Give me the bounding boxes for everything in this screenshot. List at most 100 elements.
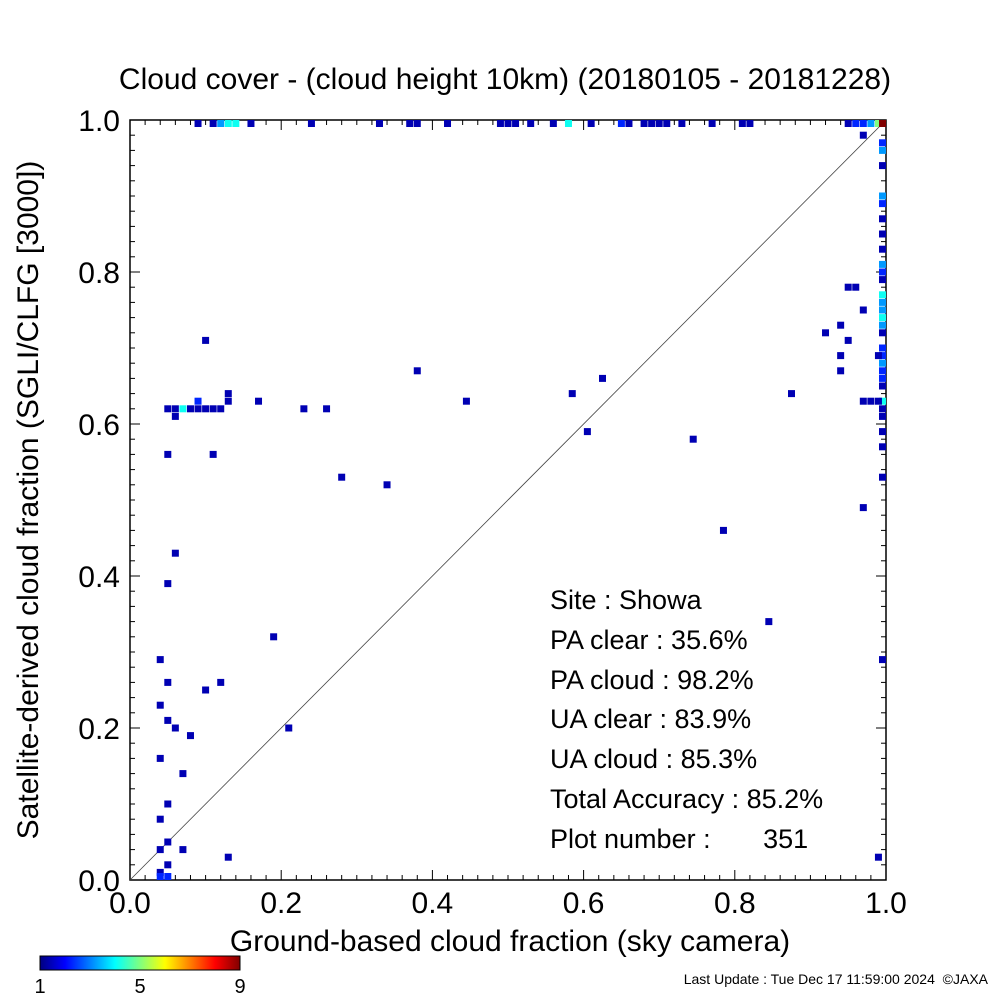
one-to-one-diagonal-line (129, 119, 887, 881)
data-point (164, 838, 172, 846)
data-point (247, 120, 255, 127)
data-point (285, 724, 293, 732)
x-tick-label: 0.8 (714, 887, 756, 920)
data-point (599, 374, 606, 382)
x-tick-label: 0.2 (260, 887, 302, 920)
data-point (879, 276, 886, 284)
data-point (879, 298, 886, 306)
data-point (217, 678, 225, 686)
data-point (879, 397, 886, 405)
data-point (738, 120, 746, 127)
data-point (164, 800, 172, 808)
data-point (202, 336, 210, 344)
x-tick-label: 1.0 (865, 887, 907, 920)
data-point (323, 405, 331, 413)
data-point (171, 412, 179, 420)
data-point (708, 120, 716, 127)
data-point (194, 120, 202, 127)
data-point (867, 120, 875, 127)
data-point (879, 321, 886, 329)
last-update-text: Last Update : Tue Dec 17 11:59:00 2024 ©… (684, 971, 989, 987)
stat-total-accuracy: Total Accuracy : 85.2% (550, 784, 823, 814)
data-point (879, 192, 886, 200)
y-tick-label: 0.0 (78, 865, 120, 898)
x-axis-label: Ground-based cloud fraction (sky camera) (230, 925, 790, 958)
data-point (879, 268, 886, 276)
data-point (171, 405, 179, 413)
data-point (209, 120, 217, 127)
colorbar-gradient (39, 955, 241, 971)
data-point (859, 504, 867, 512)
stat-pa-clear: PA clear : 35.6% (550, 625, 748, 655)
data-point (194, 397, 202, 405)
data-point (587, 120, 595, 127)
data-point (300, 405, 308, 413)
data-point (879, 291, 886, 299)
data-point (568, 390, 576, 398)
data-point (156, 701, 164, 709)
data-point (156, 846, 164, 854)
data-point (879, 656, 886, 664)
data-point (217, 405, 225, 413)
data-point (462, 397, 470, 405)
data-point (663, 120, 671, 127)
colorbar: 1 5 9 (34, 955, 246, 998)
data-point (164, 450, 172, 458)
y-tick-label: 0.2 (78, 713, 120, 746)
data-point (224, 120, 232, 127)
data-point (648, 120, 656, 127)
data-point (879, 314, 886, 322)
data-point (164, 580, 172, 588)
data-point (844, 283, 852, 291)
data-point (164, 716, 172, 724)
data-point (844, 336, 852, 344)
stat-site: Site : Showa (550, 585, 703, 615)
data-point (859, 397, 867, 405)
data-point (156, 656, 164, 664)
data-point (879, 412, 886, 420)
data-point (307, 120, 315, 127)
data-point (209, 450, 217, 458)
data-point (859, 131, 867, 139)
data-point (879, 200, 886, 208)
data-point (156, 873, 164, 880)
data-point (822, 329, 830, 337)
data-point (156, 754, 164, 762)
data-point (186, 405, 194, 413)
data-point (837, 321, 845, 329)
stat-ua-cloud: UA cloud : 85.3% (550, 744, 757, 774)
data-point (338, 473, 346, 481)
data-point (224, 853, 232, 861)
data-point (859, 306, 867, 314)
data-point (879, 352, 886, 360)
data-point (874, 352, 882, 360)
data-point (156, 868, 164, 876)
data-point (179, 770, 187, 778)
data-point (879, 215, 886, 223)
data-point (879, 359, 886, 367)
stats-box: Site : Showa PA clear : 35.6% PA cloud :… (550, 585, 823, 854)
data-point (678, 120, 686, 127)
y-tick-label: 0.8 (78, 257, 120, 290)
data-point (496, 120, 504, 127)
data-point (171, 549, 179, 557)
data-point (879, 405, 886, 413)
data-point (879, 245, 886, 253)
data-point (640, 120, 648, 127)
data-point (186, 732, 194, 740)
data-point (879, 120, 886, 127)
data-point (217, 120, 225, 127)
data-point (837, 352, 845, 360)
stat-pa-cloud: PA cloud : 98.2% (550, 665, 754, 695)
data-point (655, 120, 663, 127)
stat-plot-number: Plot number : 351 (550, 824, 808, 854)
data-point (179, 405, 187, 413)
scatter-points (156, 120, 886, 880)
data-point (874, 397, 882, 405)
data-point (879, 139, 886, 147)
stat-ua-clear: UA clear : 83.9% (550, 704, 751, 734)
data-point (202, 405, 210, 413)
x-tick-label: 0.0 (109, 887, 151, 920)
data-point (867, 397, 875, 405)
